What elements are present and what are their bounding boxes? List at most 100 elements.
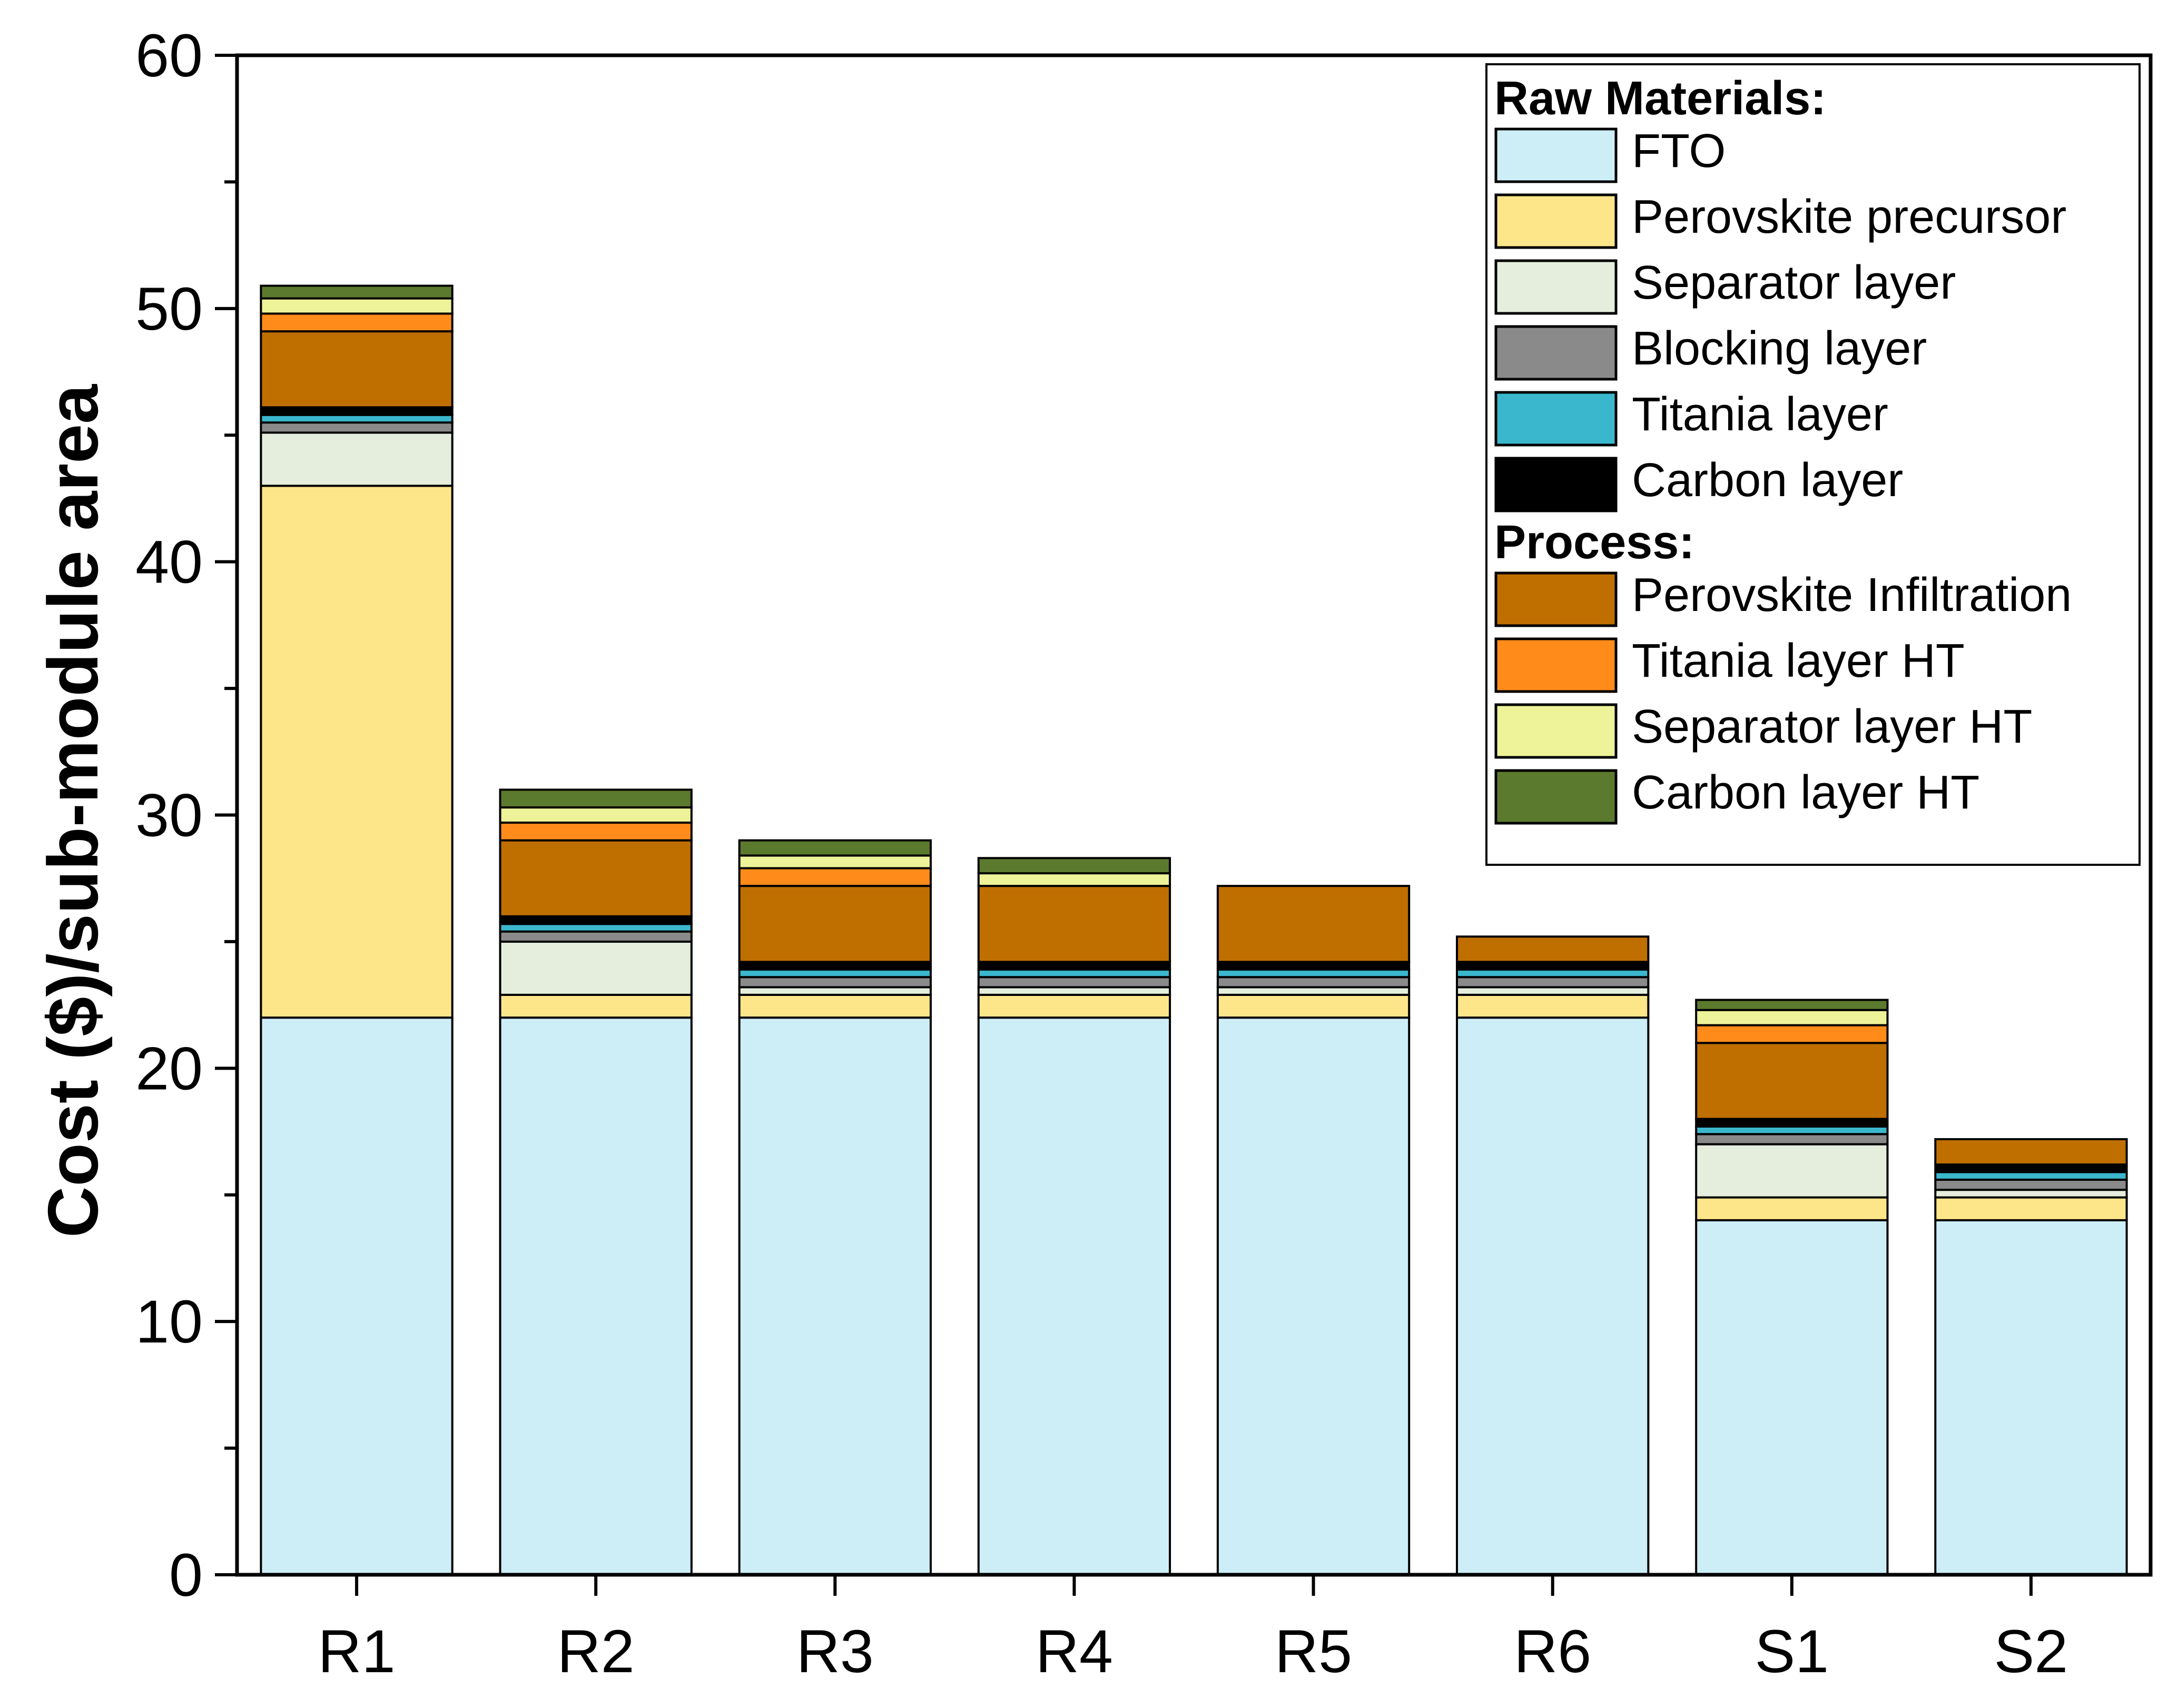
legend-label: Perovskite precursor (1632, 191, 2066, 243)
bar-segment-r1-separator-layer-ht (260, 297, 454, 315)
bar-segment-s2-blocking-layer (1934, 1178, 2128, 1191)
bar-segment-r3-fto (738, 1016, 932, 1576)
x-tick-label: R6 (1514, 1618, 1591, 1685)
bar-segment-r4-carbon-layer-ht (977, 857, 1171, 875)
y-tick-label: 50 (135, 275, 203, 343)
bar-segment-s1-carbon-layer (1695, 1118, 1889, 1128)
bar-segment-s1-separator-layer (1695, 1143, 1889, 1199)
legend-swatch (1494, 703, 1618, 759)
bar-segment-s1-carbon-layer-ht (1695, 999, 1889, 1011)
x-tick-label: R2 (557, 1618, 635, 1685)
legend-label: Separator layer (1632, 256, 1956, 309)
bar-segment-r3-carbon-layer (738, 961, 932, 971)
legend-swatch (1494, 127, 1618, 183)
legend: Raw Materials:FTO Perovskite precursor Sep… (1485, 63, 2141, 866)
legend-swatch (1494, 259, 1618, 315)
bar-segment-r5-perovskite-precursor (1216, 993, 1411, 1019)
bar-segment-r2-fto (499, 1016, 693, 1576)
bar-segment-r2-carbon-layer (499, 915, 693, 925)
y-axis-title: Cost ($)/sub-module area (33, 384, 113, 1238)
bar-segment-r4-fto (977, 1016, 1171, 1576)
bars-group: R1 R2 R3 R4 R5 R6 S1 S2 (260, 284, 2128, 1685)
bar-segment-s2-separator-layer (1934, 1189, 2128, 1199)
bar-segment-s1-titania-layer (1695, 1125, 1889, 1136)
bar-segment-r2-blocking-layer (499, 930, 693, 943)
bar-segment-r6-perovskite-precursor (1456, 993, 1650, 1019)
bar-segment-r3-perovskite-infiltration (738, 885, 932, 963)
legend-swatch (1494, 325, 1618, 381)
bar-segment-r4-titania-layer (977, 968, 1171, 979)
bar-segment-r6-fto (1456, 1016, 1650, 1576)
bar-segment-s2-fto (1934, 1219, 2128, 1576)
legend-swatch (1494, 391, 1618, 447)
bar-segment-r3-perovskite-precursor (738, 993, 932, 1019)
y-tick-label: 40 (135, 529, 203, 596)
bar-segment-r4-perovskite-precursor (977, 993, 1171, 1019)
bar-segment-r6-titania-layer (1456, 968, 1650, 979)
x-tick-label: R1 (318, 1618, 396, 1685)
x-tick-label: R5 (1275, 1618, 1352, 1685)
bar-segment-r1-carbon-layer (260, 406, 454, 416)
bar-segment-r2-perovskite-infiltration (499, 839, 693, 917)
y-tick-label: 60 (135, 22, 203, 90)
bar-segment-r1-carbon-layer-ht (260, 284, 454, 300)
bar-segment-r1-perovskite-infiltration (260, 330, 454, 409)
legend-label: Perovskite Infiltration (1632, 569, 2072, 621)
bar-segment-r1-perovskite-precursor (260, 485, 454, 1019)
y-tick-label: 20 (135, 1035, 203, 1102)
legend-label: Titania layer (1632, 388, 1888, 441)
bar-segment-r4-carbon-layer (977, 961, 1171, 971)
bar-segment-r3-carbon-layer-ht (738, 839, 932, 857)
legend-heading: Raw Materials: (1494, 72, 1826, 125)
bar-segment-s1-blocking-layer (1695, 1133, 1889, 1146)
legend-heading: Process: (1494, 516, 1694, 569)
bar-segment-r5-separator-layer (1216, 986, 1411, 996)
y-tick-label: 0 (169, 1542, 203, 1609)
bar-segment-r1-separator-layer (260, 431, 454, 487)
axes-group: 0 10 20 30 40 50 60 (135, 22, 2153, 1609)
x-tick-label: S1 (1755, 1618, 1829, 1685)
bar-segment-r1-blocking-layer (260, 421, 454, 434)
bar-segment-s2-titania-layer (1934, 1171, 2128, 1181)
legend-label: Blocking layer (1632, 322, 1927, 375)
bar-segment-r5-titania-layer (1216, 968, 1411, 979)
bar-segment-r6-blocking-layer (1456, 976, 1650, 989)
legend-swatch (1494, 193, 1618, 249)
legend-swatch (1494, 571, 1618, 627)
bar-segment-r2-carbon-layer-ht (499, 788, 693, 809)
bar-segment-s2-carbon-layer (1934, 1163, 2128, 1173)
legend-label: Separator layer HT (1632, 700, 2032, 753)
bar-segment-r1-titania-layer-ht (260, 312, 454, 333)
bar-segment-s1-perovskite-precursor (1695, 1196, 1889, 1221)
bar-segment-s1-titania-layer-ht (1695, 1024, 1889, 1044)
legend-swatch (1494, 637, 1618, 693)
bar-segment-s2-perovskite-infiltration (1934, 1138, 2128, 1166)
legend-swatch (1494, 457, 1618, 512)
bar-segment-r3-separator-layer (738, 986, 932, 996)
legend-label: Carbon layer HT (1632, 766, 1979, 819)
bar-segment-r4-separator-layer-ht (977, 872, 1171, 887)
bar-segment-r6-perovskite-infiltration (1456, 935, 1650, 963)
bar-segment-r4-separator-layer (977, 986, 1171, 996)
legend-label: Titania layer HT (1632, 635, 1965, 687)
bar-segment-r2-titania-layer (499, 923, 693, 933)
bar-segment-r6-separator-layer (1456, 986, 1650, 996)
bar-segment-r2-separator-layer (499, 940, 693, 996)
bar-segment-r1-titania-layer (260, 413, 454, 424)
bar-segment-r5-fto (1216, 1016, 1411, 1576)
bar-segment-r6-carbon-layer (1456, 961, 1650, 971)
bar-segment-r3-titania-layer-ht (738, 867, 932, 887)
bar-segment-r3-blocking-layer (738, 976, 932, 989)
bar-segment-r5-carbon-layer (1216, 961, 1411, 971)
y-tick-label: 10 (135, 1288, 203, 1356)
bar-segment-s1-perovskite-infiltration (1695, 1042, 1889, 1120)
bar-segment-r5-perovskite-infiltration (1216, 885, 1411, 963)
y-tick-label: 30 (135, 782, 203, 850)
legend-label: FTO (1632, 125, 1726, 177)
bar-segment-r3-separator-layer-ht (738, 854, 932, 870)
x-tick-label: R3 (796, 1618, 874, 1685)
bar-segment-r5-blocking-layer (1216, 976, 1411, 989)
bar-segment-s1-separator-layer-ht (1695, 1009, 1889, 1026)
bar-segment-r4-blocking-layer (977, 976, 1171, 989)
